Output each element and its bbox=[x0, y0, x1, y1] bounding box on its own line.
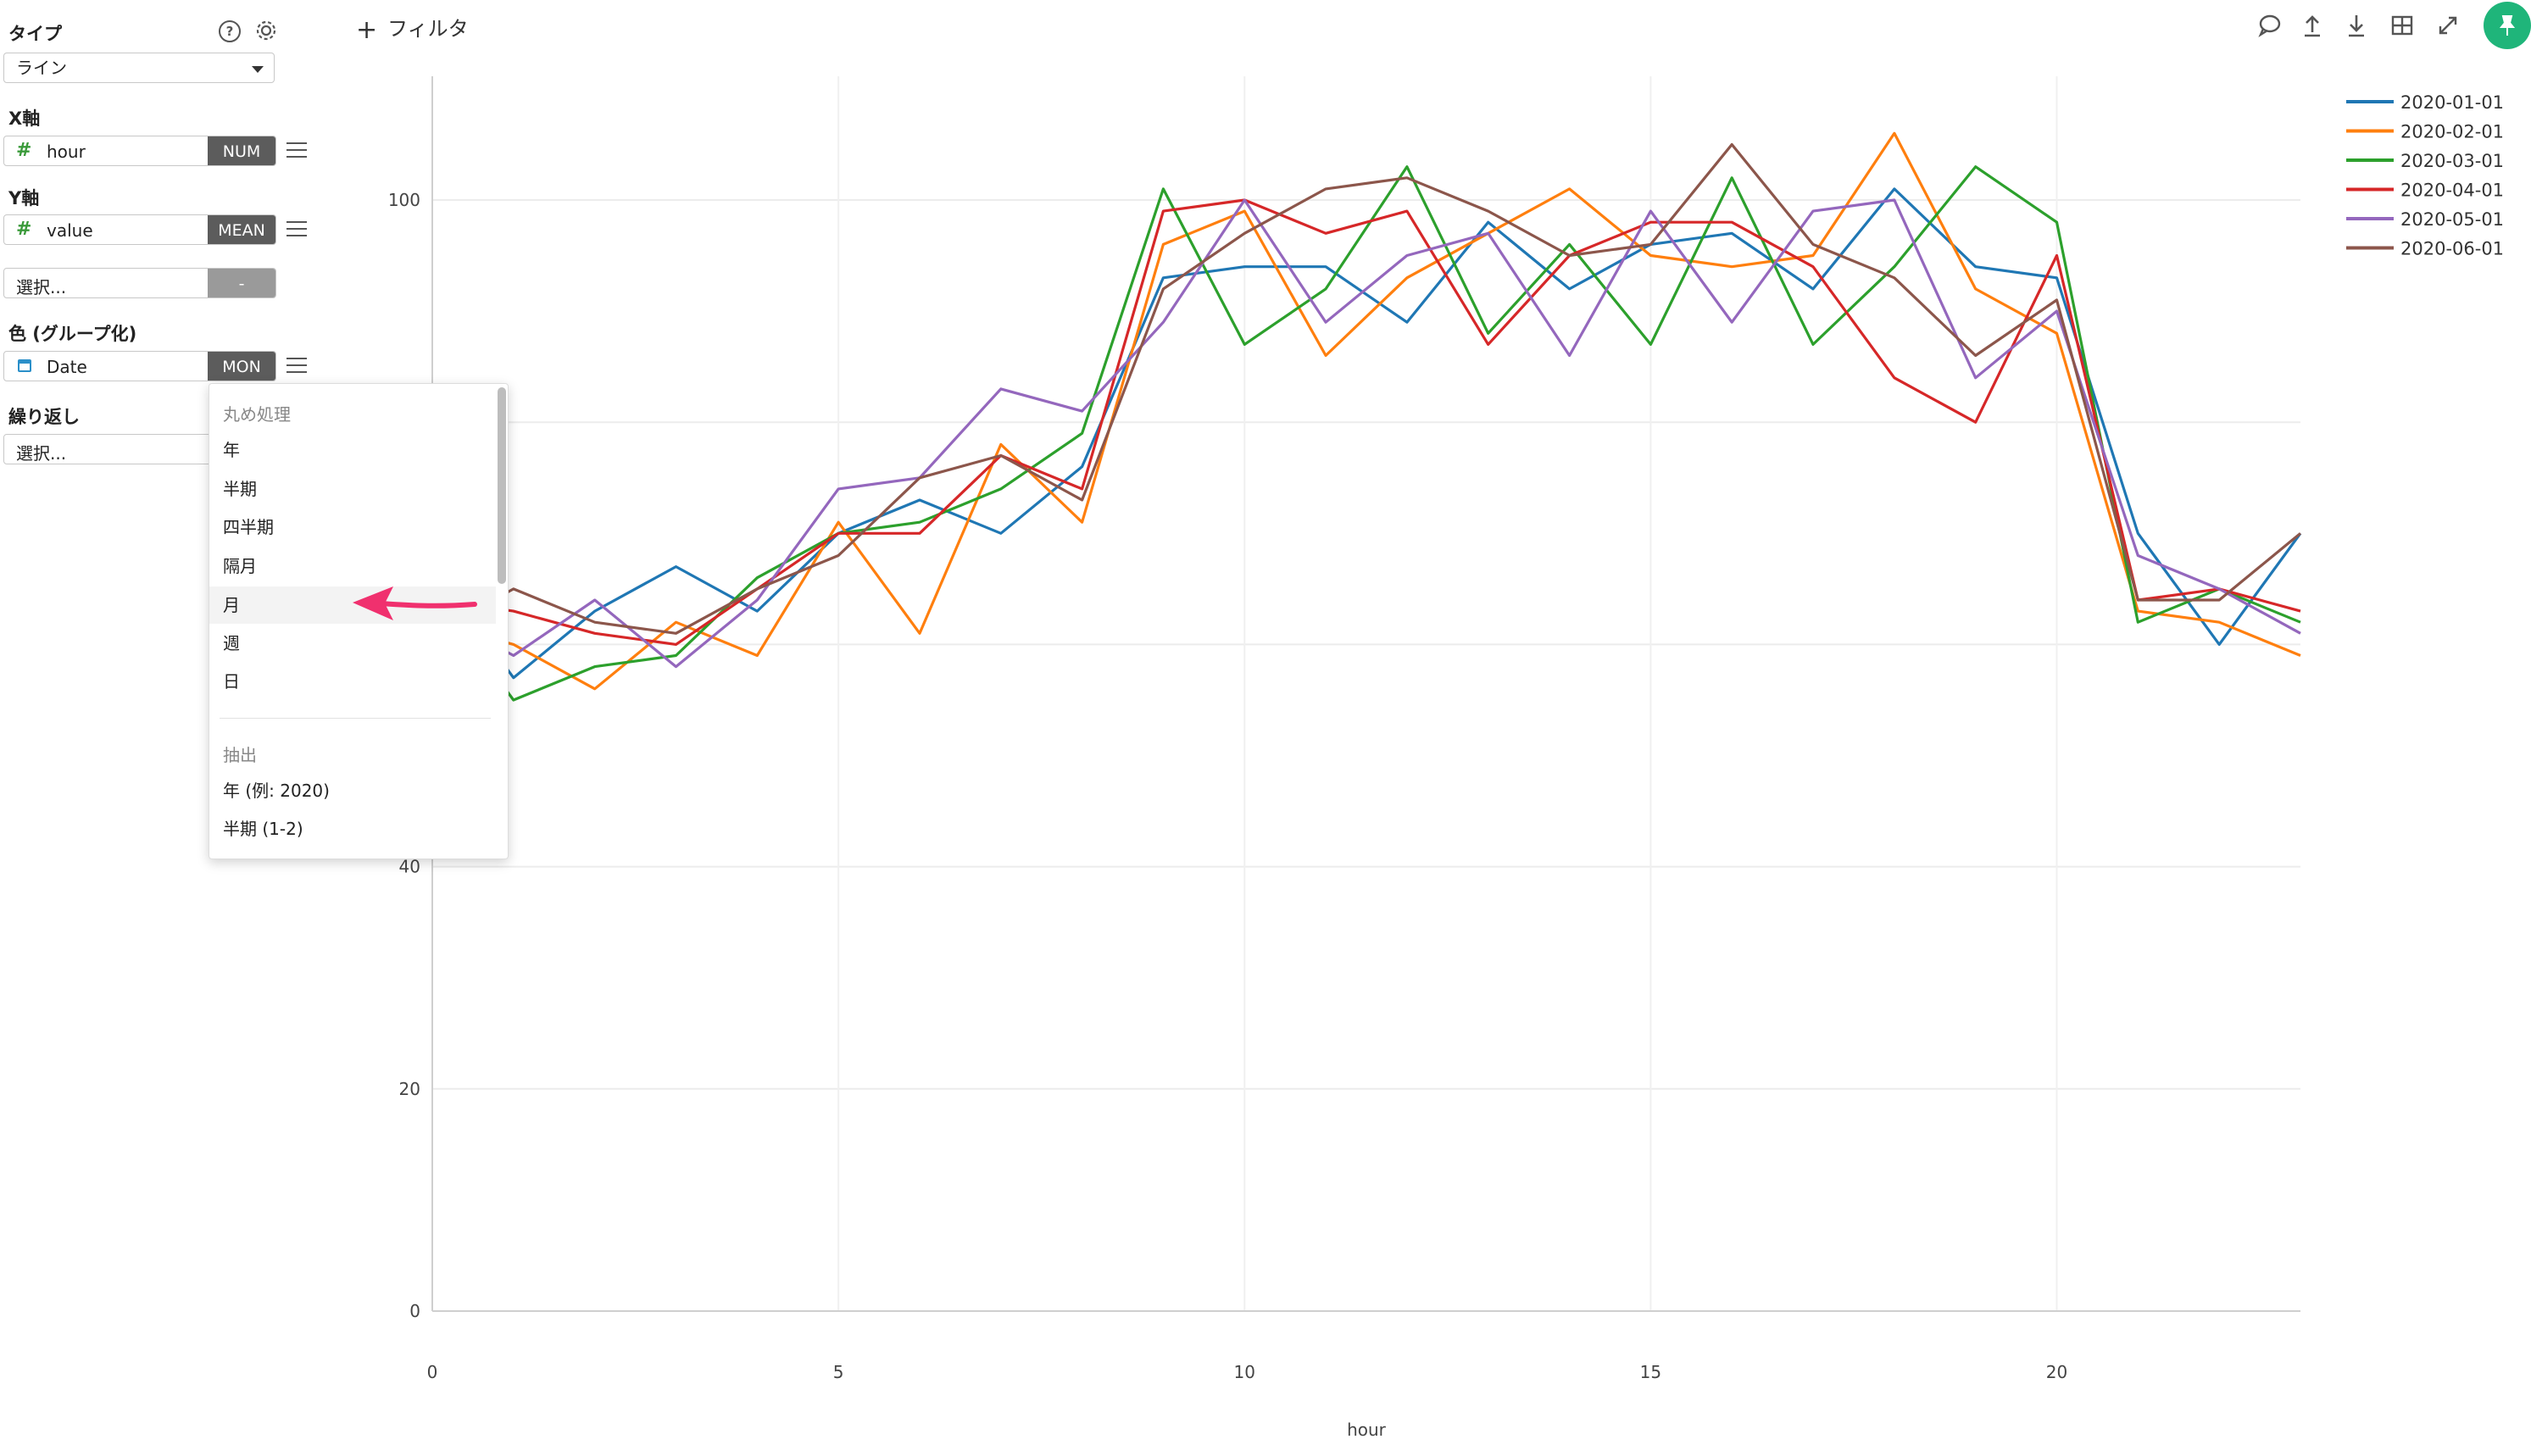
y-tick-label: 0 bbox=[409, 1301, 420, 1321]
rounding-option-day[interactable]: 日 bbox=[223, 671, 240, 692]
x-axis-label: hour bbox=[1347, 1420, 1387, 1440]
repeat-select[interactable]: 選択... bbox=[3, 434, 215, 464]
chart-series-lines bbox=[431, 131, 2302, 702]
add-filter-button[interactable]: + フィルタ bbox=[356, 12, 469, 45]
legend-entry[interactable]: 2020-03-01 bbox=[2400, 151, 2504, 171]
y-tick-label: 40 bbox=[399, 857, 420, 877]
y-tick-label: 100 bbox=[388, 190, 420, 210]
y-axis-field[interactable]: # value MEAN bbox=[3, 214, 276, 245]
color-field-name: Date bbox=[47, 357, 87, 377]
x-field-aggregation[interactable]: NUM bbox=[208, 136, 275, 165]
color-group-label: 色 (グループ化) bbox=[8, 324, 137, 344]
repeat-placeholder: 選択... bbox=[16, 443, 67, 464]
chart-tick-labels: 0 20 40 100 0 5 10 15 20 bbox=[388, 190, 2067, 1382]
y-field-aggregation[interactable]: MEAN bbox=[208, 215, 275, 244]
date-rounding-dropdown[interactable]: 丸め処理 年 半期 四半期 隔月 月 週 日 抽出 年 (例: 2020) 半期… bbox=[209, 383, 509, 859]
rounding-option-week[interactable]: 週 bbox=[223, 633, 240, 653]
legend-entry[interactable]: 2020-05-01 bbox=[2400, 209, 2504, 230]
table-icon[interactable] bbox=[2389, 12, 2416, 39]
legend-entry[interactable]: 2020-02-01 bbox=[2400, 122, 2504, 142]
comment-icon[interactable] bbox=[2256, 12, 2283, 39]
color-field-rounding[interactable]: MON bbox=[208, 352, 275, 381]
upload-icon[interactable] bbox=[2299, 12, 2326, 39]
rounding-option-bimonth[interactable]: 隔月 bbox=[223, 556, 257, 576]
x-axis-label-heading: X軸 bbox=[8, 108, 41, 129]
x-field-name: hour bbox=[47, 142, 86, 162]
x-tick-label: 0 bbox=[427, 1362, 438, 1382]
extract-option-half[interactable]: 半期 (1-2) bbox=[223, 819, 303, 839]
dropdown-divider bbox=[220, 718, 491, 719]
series-line-2020-06-01[interactable] bbox=[431, 142, 2302, 635]
series-line-2020-02-01[interactable] bbox=[431, 131, 2301, 691]
hamburger-icon[interactable] bbox=[286, 221, 307, 238]
legend-entry[interactable]: 2020-04-01 bbox=[2400, 181, 2504, 201]
x-tick-label: 20 bbox=[2046, 1362, 2067, 1382]
plus-icon: + bbox=[356, 15, 378, 45]
y-field-name: value bbox=[47, 220, 93, 241]
rounding-header: 丸め処理 bbox=[223, 404, 291, 425]
filter-label: フィルタ bbox=[387, 17, 469, 41]
dropdown-scrollbar[interactable] bbox=[498, 387, 506, 584]
annotation-arrow-icon bbox=[353, 586, 477, 620]
x-axis-field[interactable]: # hour NUM bbox=[3, 136, 276, 166]
extract-header: 抽出 bbox=[223, 745, 257, 765]
chevron-down-icon bbox=[252, 66, 264, 73]
y-axis-label-heading: Y軸 bbox=[8, 188, 40, 208]
type-label: タイプ bbox=[8, 24, 62, 44]
y2-aggregation[interactable]: - bbox=[208, 269, 275, 297]
color-field[interactable]: Date MON bbox=[3, 351, 276, 381]
series-line-2020-05-01[interactable] bbox=[431, 198, 2301, 669]
x-tick-label: 10 bbox=[1234, 1362, 1255, 1382]
number-type-icon: # bbox=[16, 140, 32, 161]
rounding-option-quarter[interactable]: 四半期 bbox=[223, 517, 274, 537]
hamburger-icon[interactable] bbox=[286, 358, 307, 375]
chart-type-select[interactable]: ライン bbox=[3, 53, 275, 83]
download-icon[interactable] bbox=[2343, 12, 2370, 39]
config-panel: タイプ ? ライン X軸 # hour NUM Y軸 # value MEAN … bbox=[0, 0, 339, 1456]
chart-grid bbox=[431, 76, 2300, 1312]
hamburger-icon[interactable] bbox=[286, 142, 307, 159]
series-line-2020-03-01[interactable] bbox=[431, 165, 2301, 702]
x-tick-label: 5 bbox=[833, 1362, 844, 1382]
series-line-2020-01-01[interactable] bbox=[431, 187, 2302, 680]
rounding-option-year[interactable]: 年 bbox=[223, 440, 240, 460]
y-tick-label: 20 bbox=[399, 1079, 420, 1099]
extract-option-year[interactable]: 年 (例: 2020) bbox=[223, 781, 330, 801]
pin-icon[interactable] bbox=[2484, 2, 2531, 49]
legend-entry[interactable]: 2020-01-01 bbox=[2400, 92, 2504, 113]
series-line-2020-04-01[interactable] bbox=[431, 198, 2301, 647]
y2-field-select[interactable]: 選択... - bbox=[3, 268, 276, 298]
legend-entry[interactable]: 2020-06-01 bbox=[2400, 239, 2504, 259]
x-tick-label: 15 bbox=[1640, 1362, 1661, 1382]
help-icon[interactable]: ? bbox=[219, 20, 241, 42]
expand-icon[interactable] bbox=[2434, 12, 2461, 39]
y2-placeholder: 選択... bbox=[16, 277, 67, 297]
repeat-label: 繰り返し bbox=[8, 407, 80, 427]
number-type-icon: # bbox=[16, 219, 32, 240]
chart-type-value: ライン bbox=[16, 58, 67, 78]
calendar-icon bbox=[18, 359, 31, 372]
chart-legend[interactable]: 2020-01-01 2020-02-01 2020-03-01 2020-04-01… bbox=[2346, 92, 2504, 259]
rounding-option-half[interactable]: 半期 bbox=[223, 479, 257, 499]
gear-icon[interactable] bbox=[254, 19, 278, 42]
